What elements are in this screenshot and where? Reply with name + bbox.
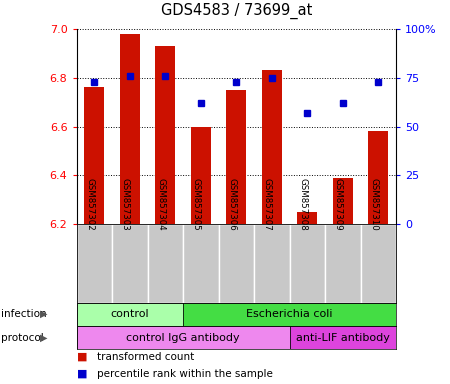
- Bar: [85, 88, 104, 224]
- Bar: [226, 90, 246, 224]
- Bar: [148, 224, 183, 303]
- Bar: [76, 224, 112, 303]
- Text: GSM857308: GSM857308: [298, 178, 307, 230]
- Bar: [254, 224, 289, 303]
- Text: Escherichia coli: Escherichia coli: [246, 309, 333, 319]
- Text: ▶: ▶: [40, 333, 47, 343]
- Bar: [156, 46, 175, 224]
- Bar: [325, 224, 360, 303]
- Bar: [289, 224, 325, 303]
- Text: anti-LIF antibody: anti-LIF antibody: [296, 333, 390, 343]
- Text: percentile rank within the sample: percentile rank within the sample: [97, 369, 273, 379]
- Bar: [219, 224, 254, 303]
- Text: ■: ■: [76, 352, 87, 362]
- Bar: [369, 131, 388, 224]
- Text: transformed count: transformed count: [97, 352, 194, 362]
- Bar: [183, 224, 219, 303]
- Text: infection: infection: [1, 309, 46, 319]
- Bar: [333, 178, 352, 224]
- Bar: [262, 70, 282, 224]
- Bar: [289, 326, 396, 349]
- Text: control: control: [110, 309, 149, 319]
- Text: GSM857310: GSM857310: [369, 178, 378, 230]
- Text: GSM857305: GSM857305: [192, 178, 201, 230]
- Text: GSM857307: GSM857307: [263, 178, 272, 230]
- Bar: [191, 127, 211, 224]
- Text: GSM857306: GSM857306: [227, 178, 236, 230]
- Text: GSM857303: GSM857303: [121, 178, 130, 230]
- Text: protocol: protocol: [1, 333, 44, 343]
- Text: GSM857304: GSM857304: [156, 178, 165, 230]
- Text: GSM857302: GSM857302: [85, 178, 94, 230]
- Bar: [297, 212, 317, 224]
- Text: ■: ■: [76, 369, 87, 379]
- Text: GSM857309: GSM857309: [334, 178, 343, 230]
- Bar: [112, 224, 148, 303]
- Text: control IgG antibody: control IgG antibody: [126, 333, 240, 343]
- Bar: [76, 326, 289, 349]
- Bar: [76, 303, 183, 326]
- Bar: [120, 34, 140, 224]
- Bar: [360, 224, 396, 303]
- Text: ▶: ▶: [40, 309, 47, 319]
- Text: GDS4583 / 73699_at: GDS4583 / 73699_at: [161, 3, 312, 19]
- Bar: [183, 303, 396, 326]
